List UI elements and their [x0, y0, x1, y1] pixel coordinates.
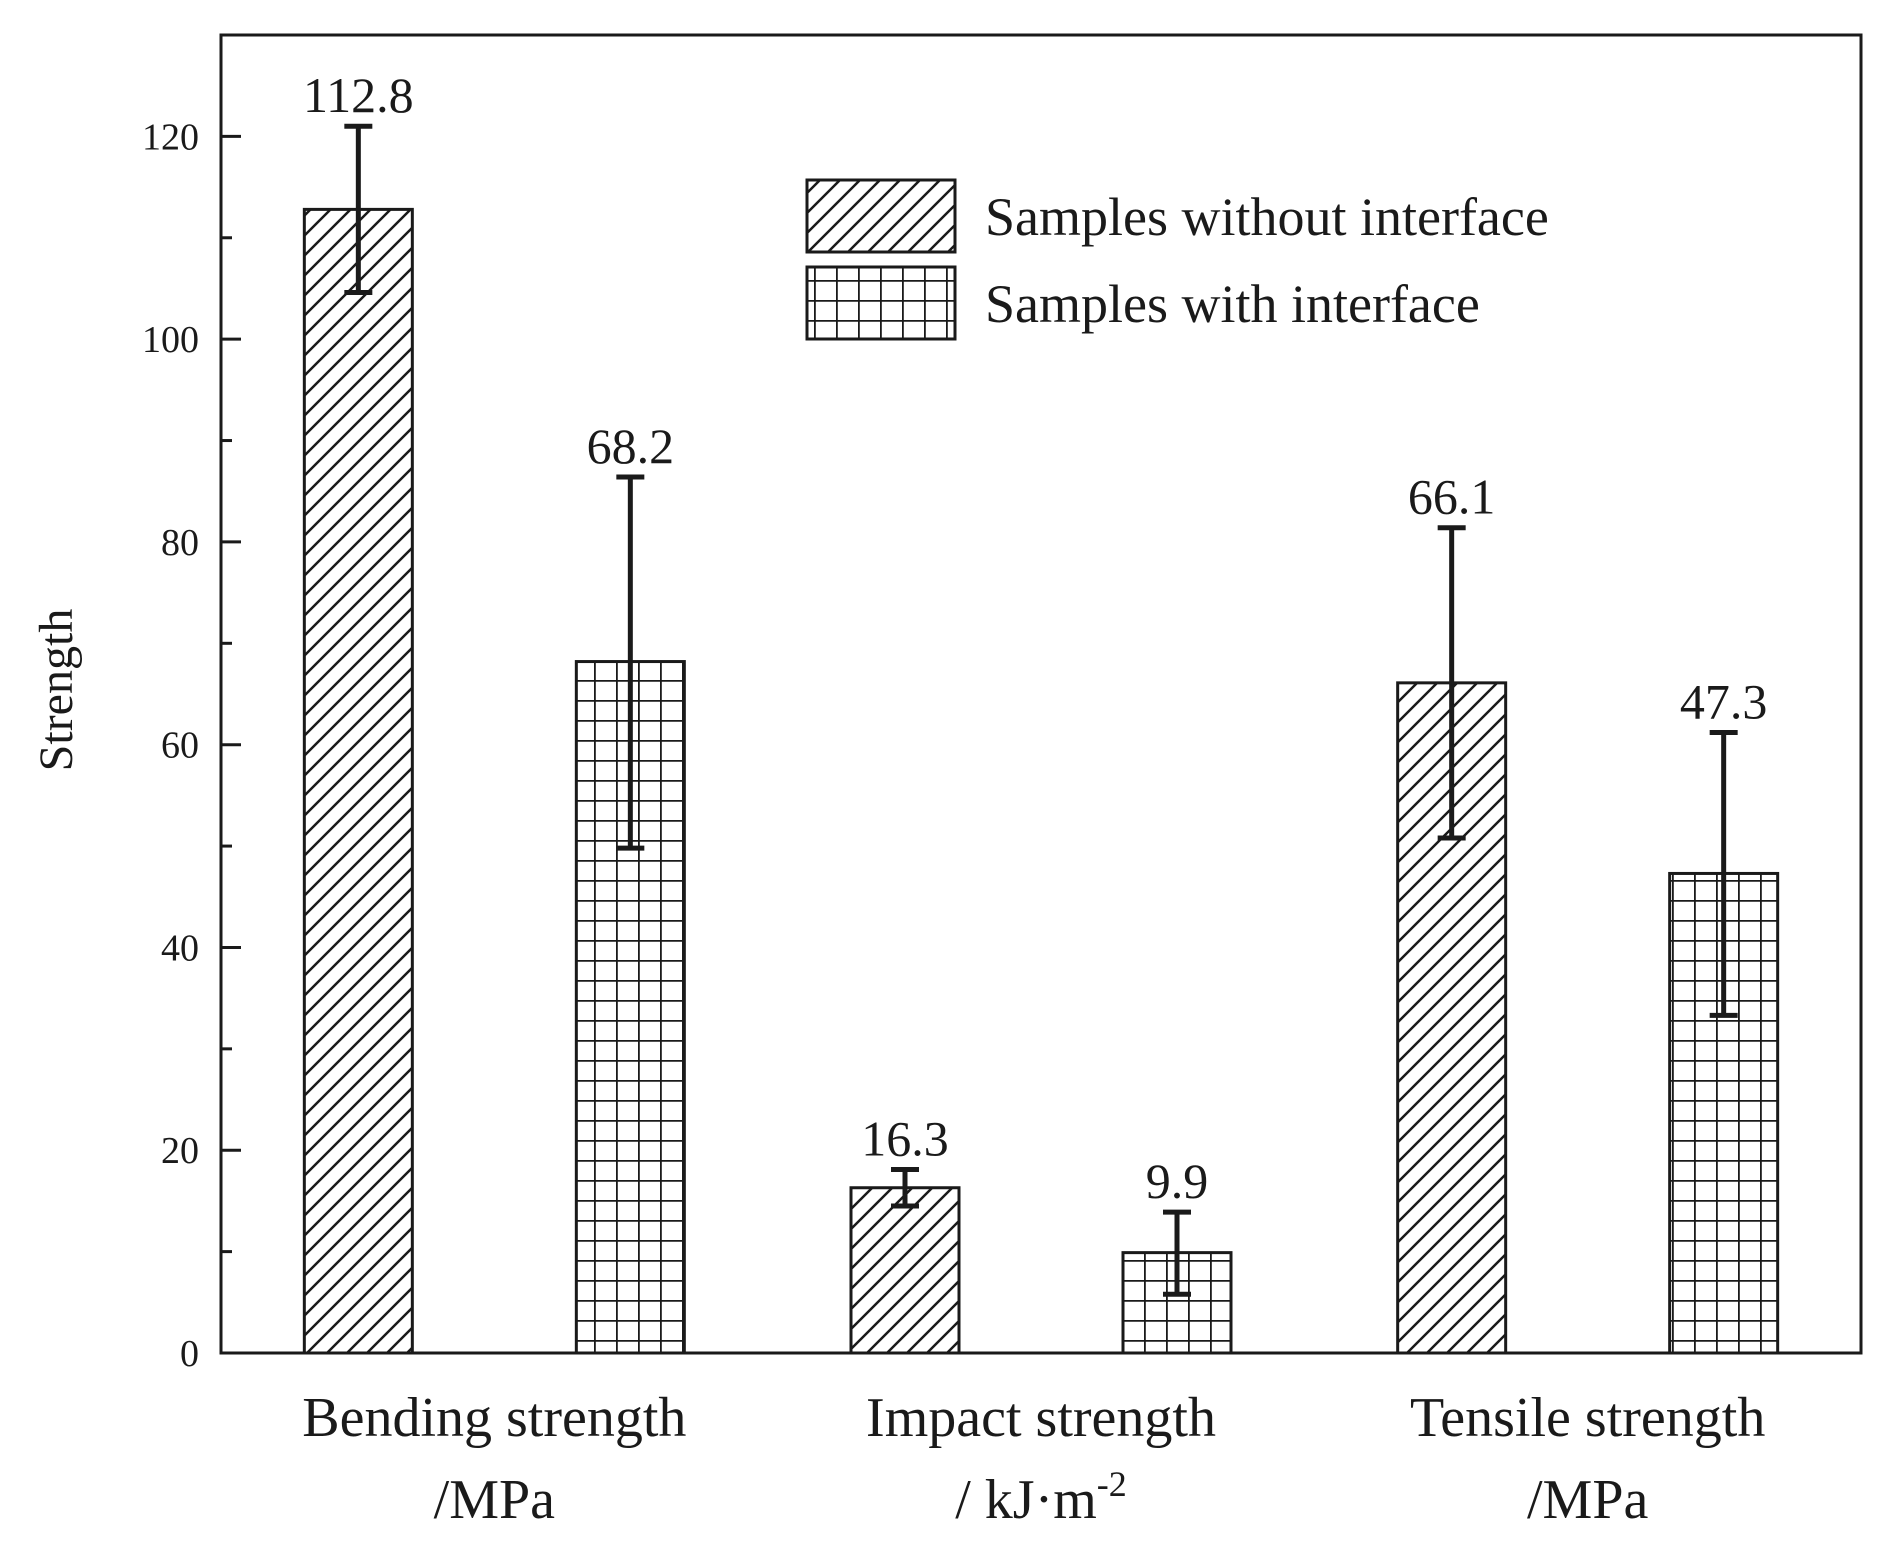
data-label: 66.1	[1408, 469, 1496, 525]
y-tick-label: 20	[161, 1130, 199, 1172]
bar-without-interface	[849, 1186, 961, 1355]
y-axis-label: Strength	[30, 609, 83, 772]
legend: Samples without interface Samples with i…	[805, 178, 1549, 341]
legend-label-without-interface: Samples without interface	[985, 187, 1549, 247]
bar-with-interface	[574, 660, 686, 1355]
data-label: 68.2	[587, 418, 675, 474]
category-label-line2: /MPa	[434, 1469, 555, 1531]
data-label: 112.8	[303, 67, 414, 123]
y-tick-label: 0	[180, 1333, 199, 1375]
y-axis: 0 20 40 60 80 100 120	[142, 116, 241, 1375]
y-tick-label: 40	[161, 927, 199, 969]
data-label: 9.9	[1146, 1153, 1209, 1209]
data-label: 16.3	[861, 1110, 949, 1166]
plot-frame	[219, 33, 1863, 1355]
category-label-line1: Impact strength	[866, 1387, 1216, 1449]
category-label-line1: Tensile strength	[1410, 1387, 1765, 1449]
y-tick-label: 120	[142, 116, 199, 158]
legend-swatch-with-interface	[805, 265, 957, 341]
data-labels: 112.8 16.3 66.1 68.2 9.9 47.3	[303, 67, 1767, 1209]
category-label-line2: / kJ·m-2	[955, 1464, 1127, 1531]
y-tick-label: 80	[161, 522, 199, 564]
legend-label-with-interface: Samples with interface	[985, 274, 1480, 334]
data-label: 47.3	[1680, 674, 1768, 730]
x-axis-categories: Bending strength/MPa Impact strength / kJ·…	[302, 1387, 1765, 1531]
category-label-line2: /MPa	[1527, 1469, 1648, 1531]
error-bars	[344, 123, 1738, 1297]
bar-without-interface	[302, 207, 414, 1355]
category-label-superscript: -2	[1097, 1464, 1127, 1504]
y-tick-label: 60	[161, 725, 199, 767]
legend-swatch-without-interface	[805, 178, 957, 254]
category-label-line1: Bending strength	[302, 1387, 686, 1449]
y-tick-label: 100	[142, 319, 199, 361]
bars	[302, 207, 1780, 1355]
